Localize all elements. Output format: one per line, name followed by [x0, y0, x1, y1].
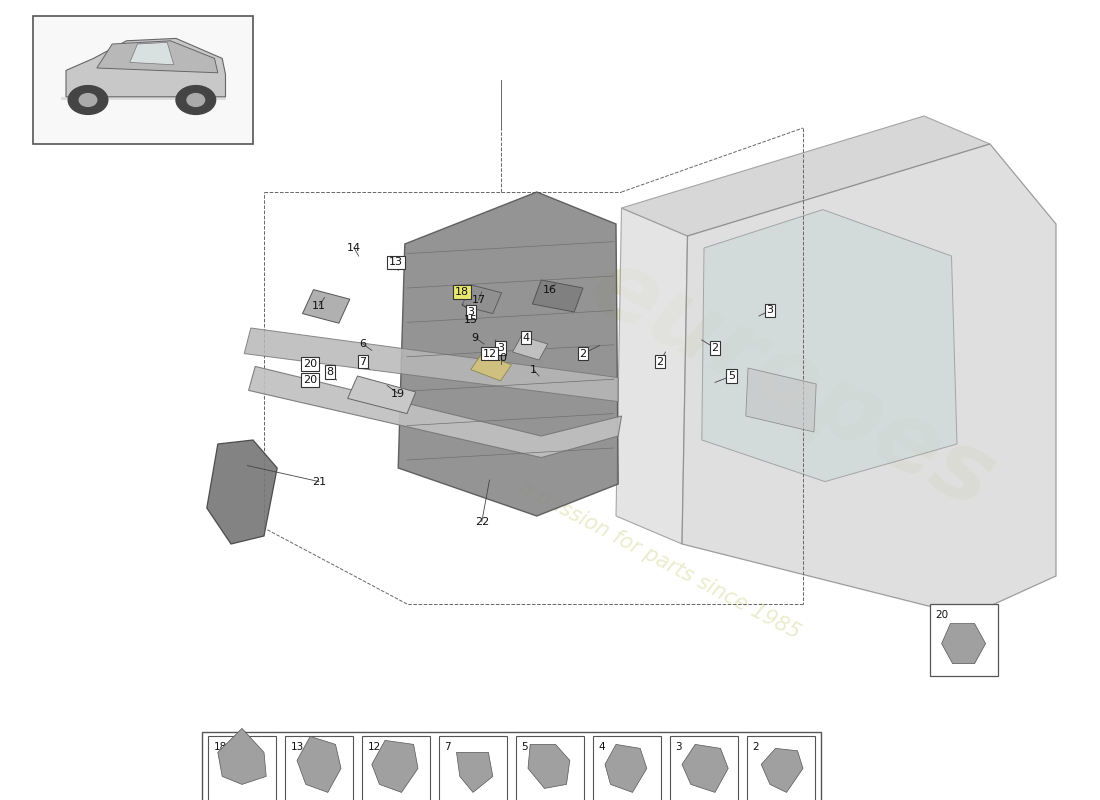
- Text: 14: 14: [348, 243, 361, 253]
- Polygon shape: [621, 116, 990, 236]
- Polygon shape: [297, 736, 341, 792]
- Polygon shape: [249, 366, 622, 458]
- Polygon shape: [348, 376, 416, 414]
- Text: 20: 20: [304, 375, 317, 385]
- Text: 4: 4: [522, 333, 529, 342]
- Bar: [593, 736, 661, 800]
- Polygon shape: [532, 280, 583, 312]
- Bar: [208, 736, 276, 800]
- Polygon shape: [244, 328, 618, 402]
- Text: 16: 16: [543, 285, 557, 294]
- Text: 3: 3: [767, 306, 773, 315]
- Text: 8: 8: [327, 367, 333, 377]
- Polygon shape: [130, 42, 174, 65]
- Text: 2: 2: [712, 343, 718, 353]
- Bar: [516, 736, 584, 800]
- Polygon shape: [682, 144, 1056, 616]
- Polygon shape: [398, 192, 618, 516]
- Text: 19: 19: [392, 389, 405, 398]
- Circle shape: [79, 94, 97, 106]
- Text: 2: 2: [657, 357, 663, 366]
- Text: 11: 11: [312, 301, 326, 310]
- Text: 18: 18: [213, 742, 227, 752]
- Text: 13: 13: [290, 742, 304, 752]
- Bar: [33, 16, 253, 144]
- Text: 2: 2: [580, 349, 586, 358]
- Polygon shape: [462, 285, 502, 314]
- Circle shape: [187, 94, 205, 106]
- Text: 20: 20: [935, 610, 948, 621]
- Polygon shape: [702, 210, 957, 482]
- Text: 10: 10: [494, 354, 507, 363]
- Text: 17: 17: [472, 295, 485, 305]
- Polygon shape: [605, 744, 647, 792]
- Text: 1: 1: [530, 365, 537, 374]
- Polygon shape: [372, 741, 418, 792]
- Bar: [670, 736, 738, 800]
- Polygon shape: [218, 728, 266, 784]
- Text: a passion for parts since 1985: a passion for parts since 1985: [516, 478, 804, 642]
- Text: 9: 9: [472, 333, 478, 342]
- Text: 12: 12: [483, 349, 496, 358]
- Text: 5: 5: [728, 371, 735, 381]
- Bar: [439, 736, 507, 800]
- Polygon shape: [761, 749, 803, 792]
- Text: europes: europes: [574, 239, 1010, 529]
- Polygon shape: [942, 624, 986, 664]
- Text: 12: 12: [367, 742, 381, 752]
- Text: 13: 13: [389, 258, 403, 267]
- Text: 4: 4: [598, 742, 605, 752]
- Text: 3: 3: [468, 307, 474, 317]
- Circle shape: [68, 86, 108, 114]
- Text: 2: 2: [752, 742, 759, 752]
- Text: 6: 6: [360, 339, 366, 349]
- Text: 22: 22: [475, 517, 488, 526]
- Text: 7: 7: [444, 742, 451, 752]
- Polygon shape: [682, 744, 728, 792]
- Text: 20: 20: [304, 359, 317, 369]
- Bar: [930, 604, 998, 676]
- Polygon shape: [97, 41, 218, 73]
- Text: 18: 18: [455, 287, 469, 297]
- Polygon shape: [60, 97, 226, 100]
- Polygon shape: [513, 336, 548, 360]
- Polygon shape: [66, 38, 226, 97]
- Bar: [747, 736, 815, 800]
- Bar: [362, 736, 430, 800]
- Text: 7: 7: [360, 357, 366, 366]
- Polygon shape: [616, 208, 688, 544]
- Circle shape: [176, 86, 216, 114]
- Text: 5: 5: [521, 742, 528, 752]
- Bar: [202, 732, 821, 800]
- Text: 21: 21: [312, 477, 326, 486]
- Polygon shape: [456, 752, 493, 792]
- Text: 15: 15: [464, 315, 477, 325]
- Text: 3: 3: [497, 343, 504, 353]
- Bar: [285, 736, 353, 800]
- Polygon shape: [471, 354, 512, 381]
- Polygon shape: [528, 744, 570, 789]
- Polygon shape: [302, 290, 350, 323]
- Polygon shape: [207, 440, 277, 544]
- Text: 3: 3: [675, 742, 682, 752]
- Polygon shape: [746, 368, 816, 432]
